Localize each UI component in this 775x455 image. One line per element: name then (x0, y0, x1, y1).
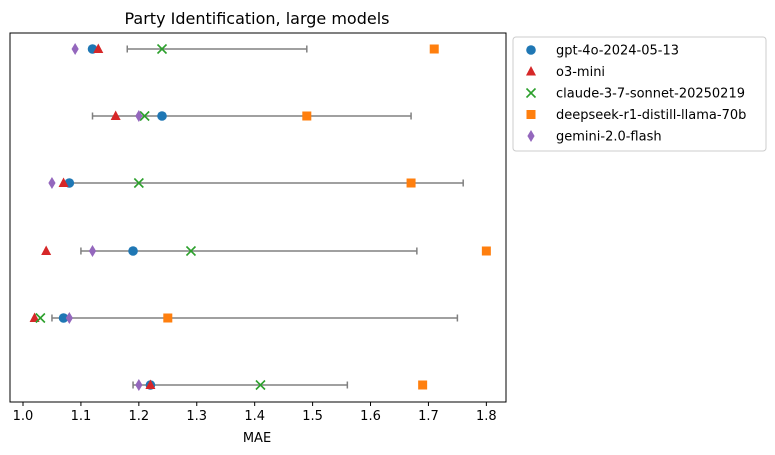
data-point (65, 312, 73, 324)
data-point (48, 177, 56, 189)
data-point (41, 245, 52, 255)
legend-label: gemini-2.0-flash (556, 130, 662, 145)
legend-frame (512, 36, 767, 152)
data-point (128, 246, 138, 256)
data-point (135, 110, 143, 122)
data-point-stroke (35, 312, 46, 324)
data-point (93, 43, 104, 53)
chart-title: Party Identification, large models (124, 9, 389, 28)
data-point (145, 379, 156, 389)
data-point (139, 110, 150, 122)
data-point (418, 380, 428, 390)
data-point (135, 379, 143, 391)
data-point (255, 379, 266, 391)
data-point (110, 110, 121, 120)
x-axis: 1.0 1.1 1.2 1.3 1.4 1.5 1.6 1.7 1.8 (13, 402, 497, 424)
legend-label: o3-mini (556, 65, 605, 80)
data-point (163, 313, 173, 323)
data-point-stroke (133, 177, 144, 189)
data-point (133, 177, 144, 189)
x-tick-label: 1.5 (302, 409, 323, 424)
data-point (302, 111, 312, 121)
x-tick-label: 1.4 (244, 409, 265, 424)
data-point (429, 44, 439, 54)
data-point (58, 177, 69, 187)
legend-marker-stroke (525, 87, 537, 99)
data-point (88, 245, 97, 257)
data-point (29, 312, 40, 322)
data-point-stroke (139, 110, 150, 122)
data-point (406, 178, 416, 188)
x-tick-label: 1.6 (360, 409, 381, 424)
legend-label: claude-3-7-sonnet-20250219 (556, 87, 745, 102)
legend-label: deepseek-r1-distill-llama-70b (556, 108, 746, 123)
legend: gpt-4o-2024-05-13 o3-mini claude-3-7-sonne… (512, 36, 767, 152)
x-axis-label: MAE (243, 431, 271, 446)
x-tick-label: 1.2 (128, 409, 149, 424)
chart-marks (29, 43, 491, 391)
plot-frame (9, 32, 507, 403)
data-point (35, 312, 46, 324)
x-tick-label: 1.1 (71, 409, 92, 424)
x-tick-label: 1.7 (418, 409, 439, 424)
data-point (58, 313, 69, 323)
legend-marker (526, 45, 536, 55)
legend-label: gpt-4o-2024-05-13 (556, 44, 679, 59)
data-point (156, 43, 168, 55)
legend-marker (525, 87, 537, 99)
data-point (71, 43, 79, 55)
x-tick-label: 1.3 (186, 409, 207, 424)
data-point (185, 245, 197, 257)
data-point (481, 246, 491, 256)
data-point-stroke (255, 379, 266, 391)
legend-marker (526, 110, 536, 119)
x-tick-label: 1.8 (476, 409, 497, 424)
legend-marker (527, 130, 535, 142)
data-point-stroke (156, 43, 168, 55)
data-point (157, 111, 167, 121)
x-tick-label: 1.0 (13, 409, 34, 424)
data-point-stroke (185, 245, 197, 257)
legend-marker (526, 66, 536, 76)
plot-area (9, 32, 507, 403)
